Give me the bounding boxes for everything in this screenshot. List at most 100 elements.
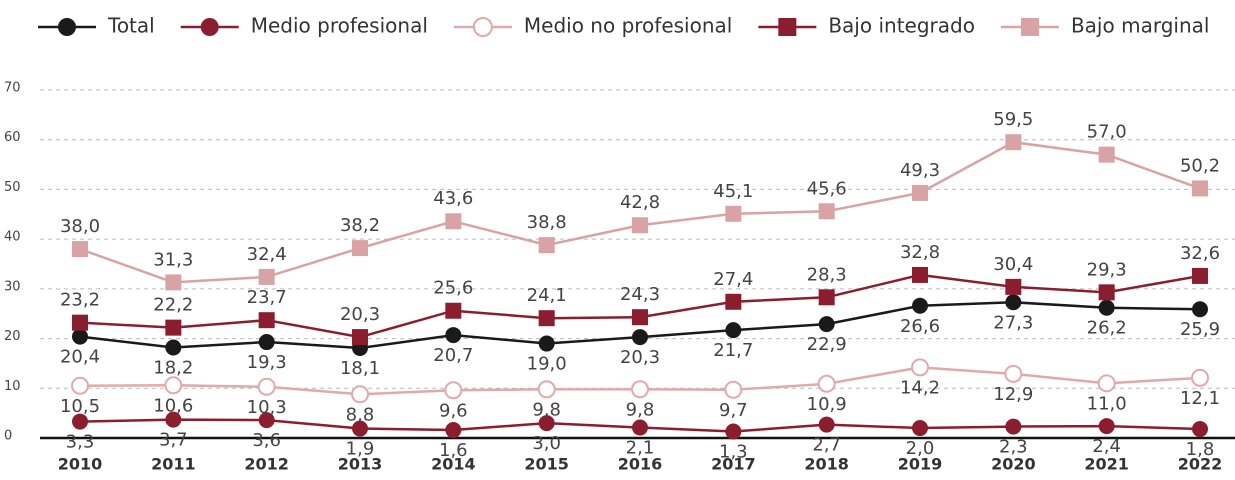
x-tick-label: 2015 [524, 455, 569, 474]
marker [912, 297, 928, 314]
marker [538, 415, 555, 432]
marker [537, 380, 556, 399]
x-tick-label: 2011 [151, 455, 196, 474]
marker [352, 329, 368, 346]
marker [911, 358, 929, 377]
data-label: 45,6 [807, 178, 847, 199]
data-label: 32,8 [900, 242, 940, 263]
marker [72, 314, 88, 331]
x-tick-label: 2012 [244, 455, 289, 474]
data-label: 32,4 [247, 244, 287, 265]
data-label: 28,3 [807, 264, 847, 285]
data-label: 45,1 [713, 181, 753, 202]
x-tick-label: 2019 [898, 455, 943, 474]
data-label: 1,9 [346, 439, 375, 460]
marker [538, 335, 555, 352]
data-label: 9,8 [532, 399, 561, 420]
marker [1005, 278, 1022, 295]
data-label: 3,3 [66, 432, 95, 453]
data-label: 11,0 [1087, 393, 1127, 414]
data-label: 49,3 [900, 160, 940, 181]
data-label: 59,5 [993, 109, 1033, 130]
data-label: 20,7 [433, 345, 473, 366]
marker [725, 423, 742, 440]
data-label: 10,5 [60, 396, 100, 417]
marker [818, 289, 835, 306]
marker [257, 377, 276, 396]
data-label: 9,7 [719, 400, 748, 421]
marker [352, 240, 368, 257]
data-label: 1,8 [1186, 439, 1215, 460]
x-tick-label: 2010 [58, 455, 103, 474]
data-label: 24,3 [620, 284, 660, 305]
x-tick-label: 2018 [804, 455, 849, 474]
data-label: 24,1 [527, 285, 567, 306]
y-tick-label: 70 [4, 81, 21, 96]
legend-label: Medio no profesional [524, 14, 732, 38]
data-label: 43,6 [433, 188, 473, 209]
marker [1192, 267, 1208, 284]
data-label: 22,2 [153, 295, 193, 316]
marker [818, 416, 835, 433]
data-label: 10,3 [247, 397, 287, 418]
marker [632, 309, 648, 326]
data-label: 2,7 [812, 435, 841, 456]
data-label: 25,9 [1180, 319, 1220, 340]
marker [725, 322, 742, 339]
data-label: 32,6 [1180, 243, 1220, 264]
data-label: 25,6 [433, 278, 473, 299]
marker [1098, 284, 1115, 301]
marker [724, 380, 743, 399]
data-label: 18,2 [153, 358, 193, 379]
marker [71, 376, 89, 395]
marker [351, 385, 369, 404]
marker [258, 412, 275, 429]
data-label: 38,8 [527, 212, 567, 233]
data-label: 3,0 [532, 433, 561, 454]
marker [1005, 294, 1022, 311]
marker [1097, 374, 1116, 393]
x-tick-label: 2020 [991, 455, 1036, 474]
x-tick-label: 2021 [1084, 455, 1129, 474]
data-label: 10,9 [807, 394, 847, 415]
x-tick-label: 2016 [618, 455, 663, 474]
data-label: 9,8 [626, 399, 655, 420]
marker [725, 205, 742, 222]
x-tick-label: 2013 [338, 455, 383, 474]
data-label: 30,4 [993, 254, 1033, 275]
legend-label: Medio profesional [251, 14, 428, 38]
data-label: 20,3 [340, 304, 380, 325]
marker [818, 203, 835, 220]
data-label: 50,2 [1180, 155, 1220, 176]
data-label: 1,3 [719, 442, 748, 463]
data-label: 20,4 [60, 347, 100, 368]
marker [1004, 364, 1023, 383]
legend-item: Total [38, 14, 155, 38]
marker [165, 339, 182, 356]
data-label: 42,8 [620, 192, 660, 213]
data-label: 3,7 [159, 430, 188, 451]
marker [778, 18, 797, 36]
marker [444, 381, 463, 400]
data-label: 23,2 [60, 290, 100, 311]
marker [1098, 299, 1115, 316]
data-label: 19,3 [247, 352, 287, 373]
marker [72, 328, 88, 345]
y-tick-label: 50 [4, 180, 21, 195]
x-tick-label: 2014 [431, 455, 476, 474]
data-label: 1,6 [439, 440, 468, 461]
marker [445, 213, 462, 230]
data-label: 20,3 [620, 347, 660, 368]
marker [817, 374, 836, 393]
marker [1192, 301, 1208, 318]
marker [632, 329, 648, 346]
marker [1098, 146, 1115, 163]
data-label: 2,3 [999, 437, 1028, 458]
marker [1020, 18, 1039, 36]
marker [725, 293, 742, 310]
legend-item: Medio profesional [180, 14, 428, 38]
data-label: 23,7 [247, 287, 287, 308]
marker [352, 420, 368, 437]
data-label: 12,9 [993, 384, 1033, 405]
marker [445, 422, 462, 439]
